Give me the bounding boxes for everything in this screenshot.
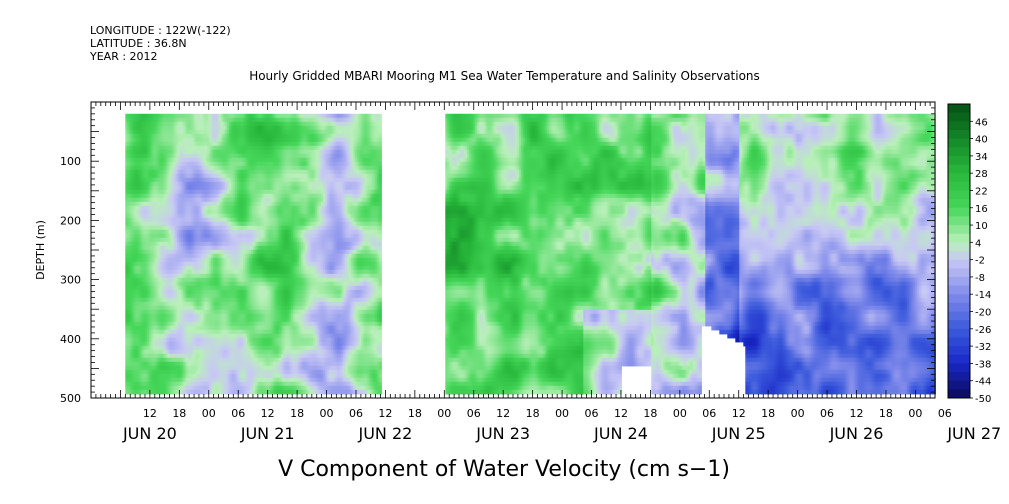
heatmap-field — [125, 114, 936, 395]
